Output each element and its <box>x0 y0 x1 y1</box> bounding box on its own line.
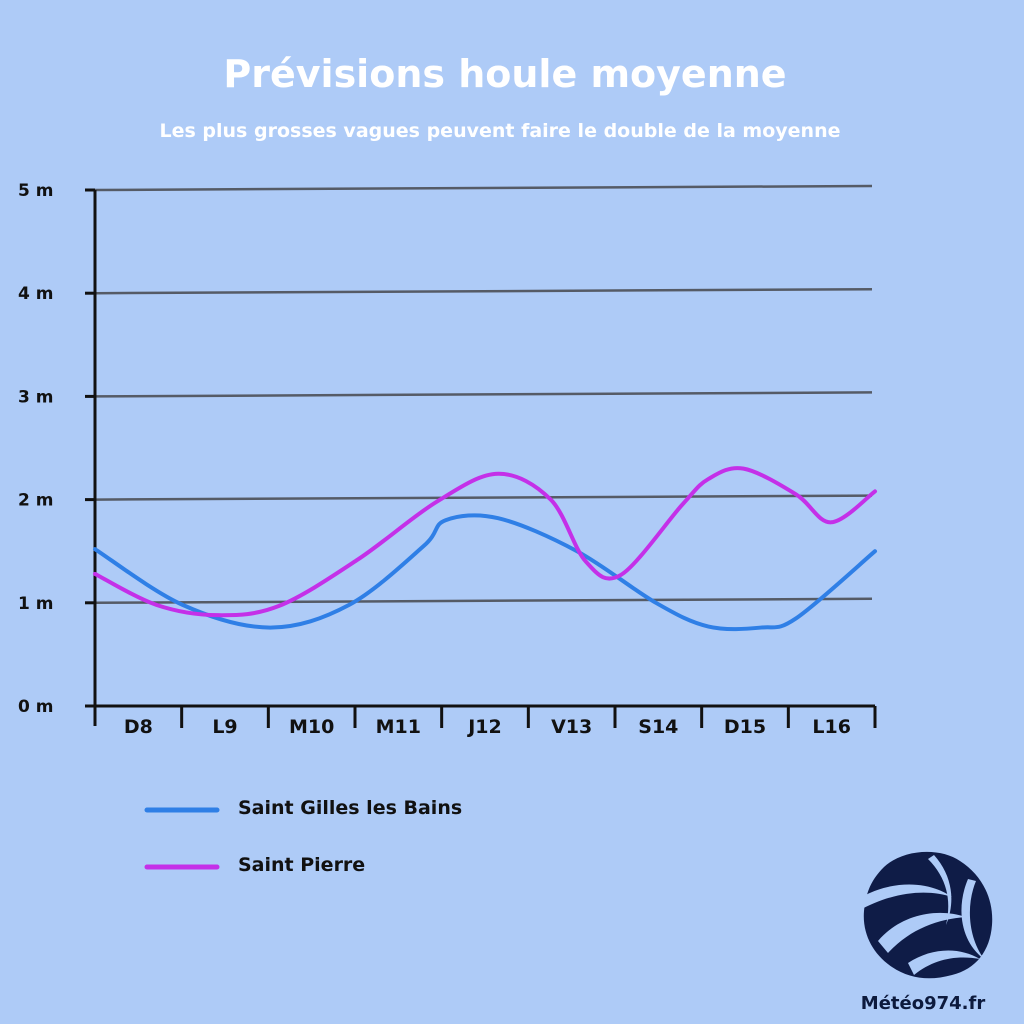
axes: 0 m 1 m 2 m 3 m 4 m 5 m D8 L9 M10 M11 J12 V13 S14 D15… <box>18 181 877 738</box>
grid <box>94 184 873 605</box>
y-tick-label: 5 m <box>18 181 53 201</box>
gridline <box>94 597 873 605</box>
chart-title: Prévisions houle moyenne <box>223 52 787 96</box>
y-tick-label: 1 m <box>18 594 53 614</box>
series <box>93 466 877 632</box>
x-tick-label: J12 <box>466 716 502 738</box>
x-tick-label: L16 <box>812 716 851 738</box>
x-tick-label: L9 <box>212 716 237 738</box>
legend: Saint Gilles les Bains Saint Pierre <box>144 797 462 876</box>
chart-subtitle: Les plus grosses vagues peuvent faire le… <box>159 120 841 142</box>
gridline <box>94 494 873 501</box>
x-tick-label: M11 <box>376 716 421 738</box>
gridline <box>94 184 873 192</box>
series-line-saint-pierre <box>93 466 877 618</box>
gridline <box>94 391 873 398</box>
brand-name: Météo974.fr <box>860 993 986 1014</box>
x-tick-label: D8 <box>124 716 153 738</box>
x-tick-label: S14 <box>638 716 678 738</box>
x-tick-label: V13 <box>551 716 592 738</box>
x-tick-label: D15 <box>724 716 766 738</box>
gridline <box>94 287 873 295</box>
meteo974-logo <box>858 851 993 979</box>
series-line-saint-gilles-les-bains <box>93 513 877 632</box>
x-tick-label: M10 <box>289 716 334 738</box>
legend-label: Saint Pierre <box>238 854 365 876</box>
legend-label: Saint Gilles les Bains <box>238 797 462 819</box>
y-tick-label: 4 m <box>18 284 53 304</box>
y-tick-label: 0 m <box>18 697 53 717</box>
y-tick-label: 3 m <box>18 387 53 407</box>
y-tick-label: 2 m <box>18 491 53 511</box>
brand-block: Météo974.fr <box>848 841 998 1016</box>
